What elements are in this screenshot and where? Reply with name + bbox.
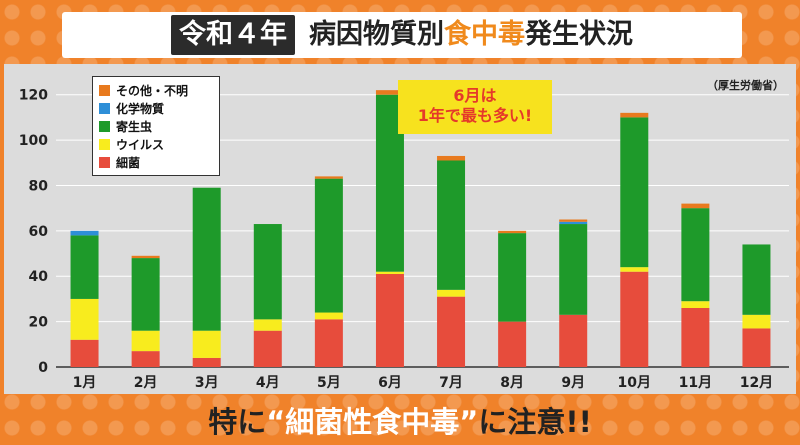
title-year-box: 令和４年 bbox=[171, 15, 295, 55]
bar-3-series-1 bbox=[192, 330, 221, 358]
x-tick-label-6: 6月 bbox=[378, 375, 402, 391]
bar-12-series-2 bbox=[742, 244, 771, 315]
legend-label-chemical: 化学物質 bbox=[116, 101, 165, 116]
x-tick-label-7: 7月 bbox=[439, 375, 463, 391]
legend-swatch-chemical bbox=[99, 102, 110, 114]
bar-5-series-4 bbox=[314, 176, 343, 179]
x-tick-label-5: 5月 bbox=[317, 375, 341, 391]
x-tick-label-10: 10月 bbox=[618, 375, 651, 391]
y-tick-label-40: 40 bbox=[29, 269, 49, 285]
bar-10-series-0 bbox=[620, 271, 649, 367]
bar-4-series-1 bbox=[253, 319, 282, 331]
bar-7-series-4 bbox=[437, 155, 466, 161]
x-tick-label-2: 2月 bbox=[134, 375, 158, 391]
bar-5-series-2 bbox=[314, 178, 343, 313]
legend-label-other: その他・不明 bbox=[116, 83, 189, 98]
x-tick-label-4: 4月 bbox=[256, 375, 280, 391]
y-tick-label-0: 0 bbox=[38, 360, 48, 376]
x-tick-label-8: 8月 bbox=[500, 375, 524, 391]
bar-4-series-0 bbox=[253, 330, 282, 367]
legend-item-other: その他・不明 bbox=[99, 81, 213, 99]
footer-post: に注意!! bbox=[478, 404, 592, 439]
footer-pre: 特に bbox=[208, 404, 267, 439]
bar-1-series-3 bbox=[70, 230, 99, 236]
title-bar: 令和４年 病因物質別食中毒発生状況 bbox=[62, 12, 742, 58]
bar-1-series-1 bbox=[70, 298, 99, 340]
title-part2: 発生状況 bbox=[525, 19, 633, 50]
footer-message: 特に “細菌性食中毒” に注意!! bbox=[0, 394, 800, 445]
bar-1-series-2 bbox=[70, 235, 99, 299]
y-tick-label-120: 120 bbox=[19, 88, 48, 104]
source-label: （厚生労働省） bbox=[707, 79, 784, 92]
bar-6-series-1 bbox=[375, 271, 404, 274]
bar-7-series-1 bbox=[437, 289, 466, 297]
legend-swatch-bacteria bbox=[99, 156, 110, 168]
footer-quote: “細菌性食中毒” bbox=[266, 404, 479, 439]
bar-12-series-0 bbox=[742, 328, 771, 367]
x-tick-label-1: 1月 bbox=[73, 375, 97, 391]
bar-6-series-0 bbox=[375, 273, 404, 367]
bar-9-series-3 bbox=[559, 221, 588, 225]
bar-7-series-0 bbox=[437, 296, 466, 367]
legend-item-bacteria: 細菌 bbox=[99, 153, 213, 171]
bar-1-series-0 bbox=[70, 339, 99, 367]
legend-label-parasite: 寄生虫 bbox=[116, 119, 153, 134]
bar-9-series-4 bbox=[559, 219, 588, 222]
x-tick-label-11: 11月 bbox=[679, 375, 712, 391]
bar-11-series-1 bbox=[681, 301, 710, 308]
legend-item-parasite: 寄生虫 bbox=[99, 117, 213, 135]
bar-12-series-1 bbox=[742, 314, 771, 329]
legend-item-chemical: 化学物質 bbox=[99, 99, 213, 117]
bar-7-series-2 bbox=[437, 160, 466, 290]
title-text: 病因物質別食中毒発生状況 bbox=[309, 17, 633, 53]
y-tick-label-80: 80 bbox=[29, 178, 49, 194]
bar-3-series-0 bbox=[192, 357, 221, 367]
bar-3-series-2 bbox=[192, 187, 221, 331]
bar-8-series-4 bbox=[498, 230, 527, 234]
bar-8-series-0 bbox=[498, 321, 527, 367]
bar-11-series-4 bbox=[681, 203, 710, 209]
bar-5-series-1 bbox=[314, 312, 343, 320]
bar-11-series-2 bbox=[681, 208, 710, 302]
y-tick-label-100: 100 bbox=[19, 133, 48, 149]
bar-10-series-2 bbox=[620, 117, 649, 268]
title-highlight: 食中毒 bbox=[444, 19, 525, 50]
callout-line2: 1年で最も多い! bbox=[417, 106, 533, 125]
x-tick-label-12: 12月 bbox=[740, 375, 773, 391]
bar-8-series-2 bbox=[498, 233, 527, 322]
legend-swatch-other bbox=[99, 84, 110, 96]
bar-4-series-2 bbox=[253, 224, 282, 320]
legend-label-virus: ウイルス bbox=[116, 137, 165, 152]
title-part1: 病因物質別 bbox=[309, 19, 444, 50]
x-tick-label-9: 9月 bbox=[561, 375, 585, 391]
legend-label-bacteria: 細菌 bbox=[116, 155, 141, 170]
callout-line1: 6月は bbox=[453, 86, 497, 105]
bar-9-series-0 bbox=[559, 314, 588, 367]
legend-item-virus: ウイルス bbox=[99, 135, 213, 153]
stacked-bar-chart: 0 20 40 60 80 100 120 1月 2月 3月 4月 5月 6月 7月 8月 9月 10月 11月 1… bbox=[19, 88, 789, 391]
legend-swatch-parasite bbox=[99, 120, 110, 132]
legend-swatch-virus bbox=[99, 138, 110, 150]
y-tick-label-60: 60 bbox=[29, 224, 49, 240]
bar-2-series-2 bbox=[131, 258, 160, 331]
bar-10-series-1 bbox=[620, 267, 649, 272]
callout-box: 6月は 1年で最も多い! bbox=[398, 80, 552, 134]
y-tick-label-20: 20 bbox=[29, 315, 49, 331]
bar-2-series-4 bbox=[131, 255, 160, 259]
bar-2-series-0 bbox=[131, 351, 160, 367]
bar-6-series-4 bbox=[375, 90, 404, 95]
bar-2-series-1 bbox=[131, 330, 160, 352]
bar-10-series-4 bbox=[620, 112, 649, 118]
bar-11-series-0 bbox=[681, 308, 710, 367]
bar-5-series-0 bbox=[314, 319, 343, 367]
chart-legend: その他・不明 化学物質 寄生虫 ウイルス 細菌 bbox=[92, 76, 220, 176]
x-tick-label-3: 3月 bbox=[195, 375, 219, 391]
bar-9-series-2 bbox=[559, 224, 588, 315]
